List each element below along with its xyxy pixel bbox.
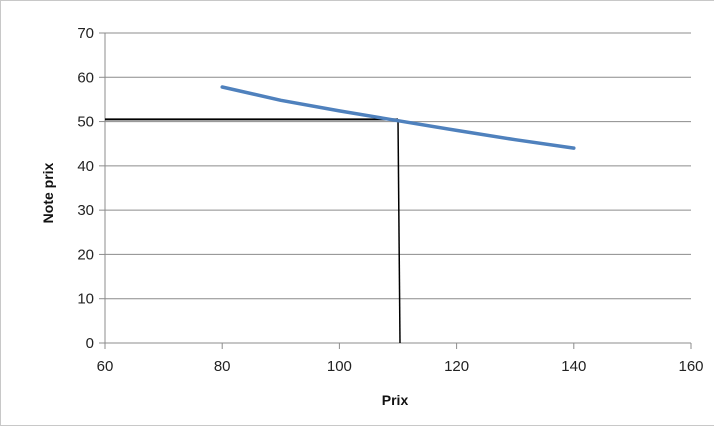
y-tick-label: 60 [77,69,94,86]
y-axis-title: Note prix [40,162,56,223]
series-layer [220,85,576,150]
x-tick-label: 80 [214,358,231,375]
x-tick-label: 120 [444,358,469,375]
x-tick-label: 60 [97,358,114,375]
x-axis-title: Prix [382,392,409,408]
y-tick-label: 40 [77,158,94,175]
y-tick-label: 30 [77,202,94,219]
y-tick-label: 10 [77,291,94,308]
series-line [220,85,576,150]
axes [99,32,692,349]
reference-lines [105,118,401,344]
y-tick-label: 0 [86,335,94,352]
x-tick-label: 160 [678,358,703,375]
tick-labels: 0 10 20 30 40 50 60 70 60 80 100 120 140 160 [77,25,703,375]
y-tick-label: 50 [77,114,94,131]
y-tick-label: 20 [77,246,94,263]
y-tick-label: 70 [77,25,94,42]
x-tick-label: 140 [561,358,586,375]
reference-line-vertical [397,119,401,344]
x-tick-label: 100 [327,358,352,375]
